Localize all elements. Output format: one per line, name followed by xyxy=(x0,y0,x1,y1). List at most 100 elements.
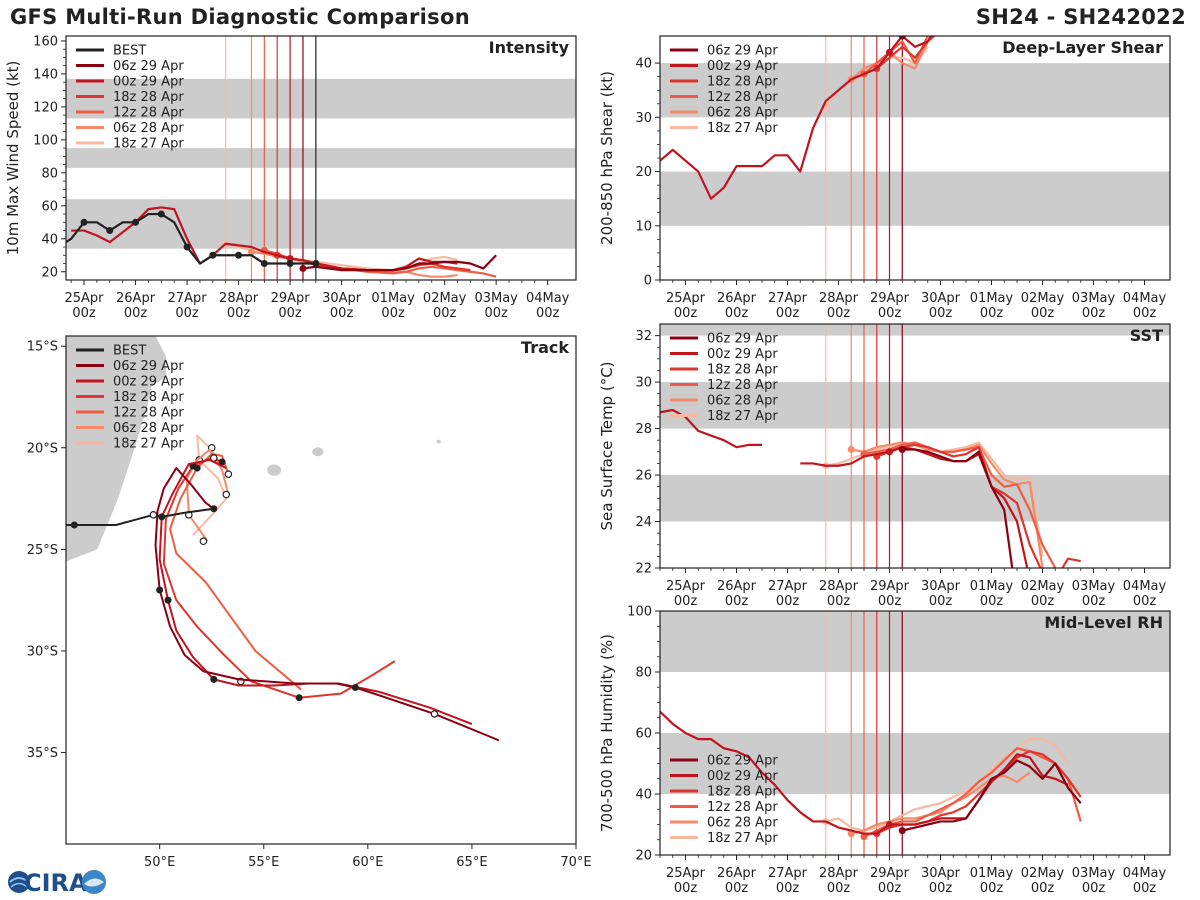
sst-ytick-label: 30 xyxy=(635,376,652,391)
cira-logo-text: CIRA xyxy=(24,869,88,897)
track-ytick-label: 15°S xyxy=(27,340,58,355)
intensity-point-best xyxy=(183,243,191,251)
cira-globe-icon xyxy=(8,871,30,893)
shear-xtick-label: 03May xyxy=(1072,291,1116,306)
intensity-band-1 xyxy=(66,148,576,168)
rh-xtick-label: 26Apr xyxy=(717,866,757,881)
rh-xtick-label: 04May xyxy=(1123,866,1167,881)
track-point-06z-29-apr xyxy=(156,586,164,594)
track-xtick-label: 50°E xyxy=(144,855,175,870)
intensity-xtick-label: 01May xyxy=(371,291,415,306)
track-point-best xyxy=(158,513,166,521)
rh-xtick-label: 00z xyxy=(776,881,800,896)
intensity-xtick-label: 29Apr xyxy=(271,291,311,306)
rh-xtick-label: 00z xyxy=(1031,881,1055,896)
sst-panel: 22242628303225Apr00z26Apr00z27Apr00z28Ap… xyxy=(598,323,1171,609)
sst-xtick-label: 00z xyxy=(725,594,749,609)
sst-xtick-label: 00z xyxy=(776,594,800,609)
track-ytick-label: 30°S xyxy=(27,644,58,659)
sst-xtick-label: 00z xyxy=(929,594,953,609)
track-point-best xyxy=(70,521,78,529)
intensity-point-best xyxy=(260,260,268,268)
shear-legend-label-06z-29-apr: 06z 29 Apr xyxy=(707,44,778,59)
sst-legend-label-12z-28-apr: 12z 28 Apr xyxy=(707,378,778,393)
intensity-series-06z-29-apr xyxy=(302,254,497,272)
sst-xtick-label: 00z xyxy=(1082,594,1106,609)
intensity-xtick-label: 00z xyxy=(278,306,302,321)
shear-xtick-label: 25Apr xyxy=(666,291,706,306)
intensity-xtick-label: 04May xyxy=(526,291,570,306)
intensity-point-best xyxy=(286,260,294,268)
shear-xtick-label: 27Apr xyxy=(768,291,808,306)
rh-series-06z-28-apr xyxy=(850,771,1031,835)
sst-band-0 xyxy=(660,475,1170,522)
shear-ytick-label: 0 xyxy=(644,274,652,289)
shear-xtick-label: 00z xyxy=(1031,306,1055,321)
sst-xtick-label: 00z xyxy=(980,594,1004,609)
rh-frame xyxy=(659,610,1171,856)
rh-xtick-label: 00z xyxy=(980,881,1004,896)
shear-legend-label-06z-28-apr: 06z 28 Apr xyxy=(707,106,778,121)
shear-ytick-label: 30 xyxy=(635,111,652,126)
rh-title: Mid-Level RH xyxy=(1044,613,1163,632)
shear-xtick-label: 02May xyxy=(1021,291,1065,306)
track-point-00z-29-apr xyxy=(164,596,172,604)
intensity-ytick-label: 100 xyxy=(33,133,58,148)
shear-frame xyxy=(659,35,1171,281)
rh-ytick-label: 60 xyxy=(635,727,652,742)
rh-plot-area xyxy=(660,611,1170,855)
rh-xtick-label: 00z xyxy=(1133,881,1157,896)
cira-logo: CIRA xyxy=(8,869,106,897)
shear-xtick-label: 00z xyxy=(674,306,698,321)
sst-point-06z-28-apr xyxy=(847,445,855,453)
intensity-legend-label-18z-27-apr: 18z 27 Apr xyxy=(113,137,184,152)
sst-xtick-label: 02May xyxy=(1021,579,1065,594)
rh-xtick-label: 28Apr xyxy=(819,866,859,881)
rh-xtick-label: 25Apr xyxy=(666,866,706,881)
rh-xtick-label: 00z xyxy=(878,881,902,896)
track-point-best xyxy=(210,505,218,513)
track-xtick-label: 70°E xyxy=(560,855,591,870)
track-xtick-label: 60°E xyxy=(352,855,383,870)
intensity-xtick-label: 02May xyxy=(423,291,467,306)
rh-legend-label-12z-28-apr: 12z 28 Apr xyxy=(707,800,778,815)
sst-xtick-label: 00z xyxy=(1031,594,1055,609)
shear-xtick-label: 00z xyxy=(776,306,800,321)
island-1 xyxy=(312,447,324,457)
intensity-xtick-label: 00z xyxy=(330,306,354,321)
intensity-point-best xyxy=(80,218,88,226)
intensity-xtick-label: 00z xyxy=(124,306,148,321)
track-legend-label-12z-28-apr: 12z 28 Apr xyxy=(113,406,184,421)
shear-legend-label-18z-28-apr: 18z 28 Apr xyxy=(707,75,778,90)
track-open-point-06z-29-apr xyxy=(430,710,439,718)
rh-xtick-label: 03May xyxy=(1072,866,1116,881)
track-open-point-12z-28-apr xyxy=(224,470,233,478)
intensity-xtick-label: 00z xyxy=(433,306,457,321)
sst-series-18z-28-apr xyxy=(876,443,1081,568)
track-point-06z-29-apr xyxy=(351,684,359,692)
sst-point-00z-29-apr xyxy=(886,448,893,456)
rh-xtick-label: 29Apr xyxy=(870,866,910,881)
sst-xtick-label: 25Apr xyxy=(666,579,706,594)
rh-panel: 2040608010025Apr00z26Apr00z27Apr00z28Apr… xyxy=(598,605,1171,896)
track-legend-label-18z-28-apr: 18z 28 Apr xyxy=(113,390,184,405)
intensity-point-best xyxy=(209,251,217,259)
sst-point-06z-29-apr xyxy=(898,445,906,453)
sst-xtick-label: 04May xyxy=(1123,579,1167,594)
intensity-legend-label-12z-28-apr: 12z 28 Apr xyxy=(113,106,184,121)
track-legend-label-06z-28-apr: 06z 28 Apr xyxy=(113,421,184,436)
intensity-ytick-label: 140 xyxy=(33,67,58,82)
rh-ytick-label: 80 xyxy=(635,666,652,681)
sst-ylabel: Sea Surface Temp (°C) xyxy=(598,361,616,530)
track-legend-label-00z-29-apr: 00z 29 Apr xyxy=(113,375,184,390)
shear-xtick-label: 00z xyxy=(725,306,749,321)
sst-series-00z-29-apr xyxy=(800,446,1029,568)
intensity-frame xyxy=(65,35,577,281)
intensity-xtick-label: 25Apr xyxy=(65,291,105,306)
intensity-plot-area xyxy=(66,36,576,280)
track-open-point-best xyxy=(149,511,158,519)
track-legend-label-18z-27-apr: 18z 27 Apr xyxy=(113,437,184,452)
sst-ytick-label: 24 xyxy=(635,515,652,530)
shear-xtick-label: 00z xyxy=(1082,306,1106,321)
intensity-point-best xyxy=(157,210,165,218)
